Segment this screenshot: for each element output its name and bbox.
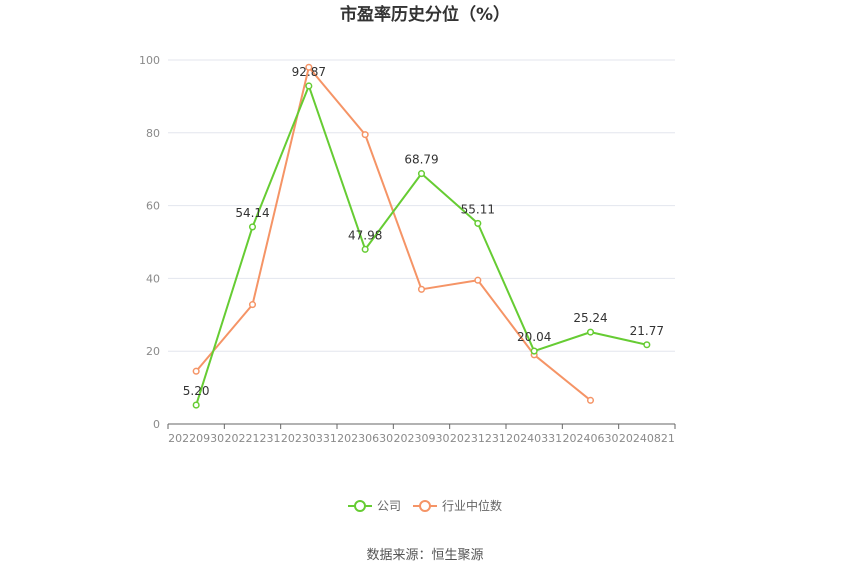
data-label-2: 92.87 (292, 65, 326, 79)
legend-label-1: 行业中位数 (442, 498, 502, 513)
x-tick-label-20231231: 20231231 (450, 432, 506, 445)
y-tick-20: 20 (146, 345, 160, 358)
y-tick-60: 60 (146, 200, 160, 213)
legend-swatch-marker-1 (419, 500, 431, 512)
data-label-0: 5.20 (183, 384, 210, 398)
data-label-7: 25.24 (573, 311, 607, 325)
data-labels: 5.20 54.14 92.87 47.98 68.79 55.11 20.04 25.24 2… (183, 65, 664, 398)
data-point-1-5 (474, 276, 482, 284)
data-point-0-5 (474, 219, 482, 227)
x-tick-label-20221231: 20221231 (225, 432, 281, 445)
x-tick-label-20220930: 20220930 (168, 432, 224, 445)
data-point-1-0 (192, 367, 200, 375)
data-point-0-1 (248, 223, 257, 231)
data-point-1-1 (248, 301, 257, 309)
y-tick-40: 40 (146, 272, 160, 285)
data-point-0-7 (586, 328, 595, 336)
series-lines (192, 63, 651, 409)
legend[interactable]: 公司 行业中位数 (348, 498, 502, 513)
data-label-5: 55.11 (461, 202, 495, 216)
data-point-1-3 (361, 131, 369, 139)
data-label-8: 21.77 (630, 324, 664, 338)
data-point-1-7 (586, 396, 595, 404)
data-label-3: 47.98 (348, 228, 382, 242)
x-tick-label-20230930: 20230930 (394, 432, 450, 445)
data-label-4: 68.79 (404, 153, 438, 167)
data-point-0-3 (361, 245, 369, 253)
data-label-1: 54.14 (235, 206, 269, 220)
data-point-1-2 (305, 63, 313, 71)
data-label-6: 20.04 (517, 330, 551, 344)
data-point-0-8 (643, 341, 651, 349)
data-point-0-6 (530, 347, 538, 355)
series-line-0 (195, 84, 648, 406)
x-axis: 20220930 20221231 20230331 20230630 20230930… (167, 423, 676, 445)
data-point-1-4 (417, 285, 426, 293)
x-tick-label-20240630: 20240630 (563, 432, 619, 445)
x-tick-label-20240331: 20240331 (506, 432, 562, 445)
legend-swatch-marker-0 (354, 500, 366, 512)
y-tick-0: 0 (153, 418, 160, 431)
y-tick-100: 100 (139, 54, 160, 67)
x-tick-label-20230331: 20230331 (281, 432, 337, 445)
data-point-0-0 (192, 401, 200, 409)
chart-title: 市盈率历史分位（%） (340, 4, 510, 25)
x-tick-label-20230630: 20230630 (337, 432, 393, 445)
x-tick-label-20240821: 20240821 (619, 432, 675, 445)
y-axis: 0 20 40 60 80 100 (139, 54, 160, 431)
grid-lines (168, 59, 675, 352)
data-source: 数据来源：恒生聚源 (366, 548, 483, 563)
y-tick-80: 80 (146, 127, 160, 140)
legend-label-0: 公司 (377, 499, 401, 513)
data-point-0-2 (305, 82, 313, 90)
data-point-0-4 (417, 170, 426, 178)
